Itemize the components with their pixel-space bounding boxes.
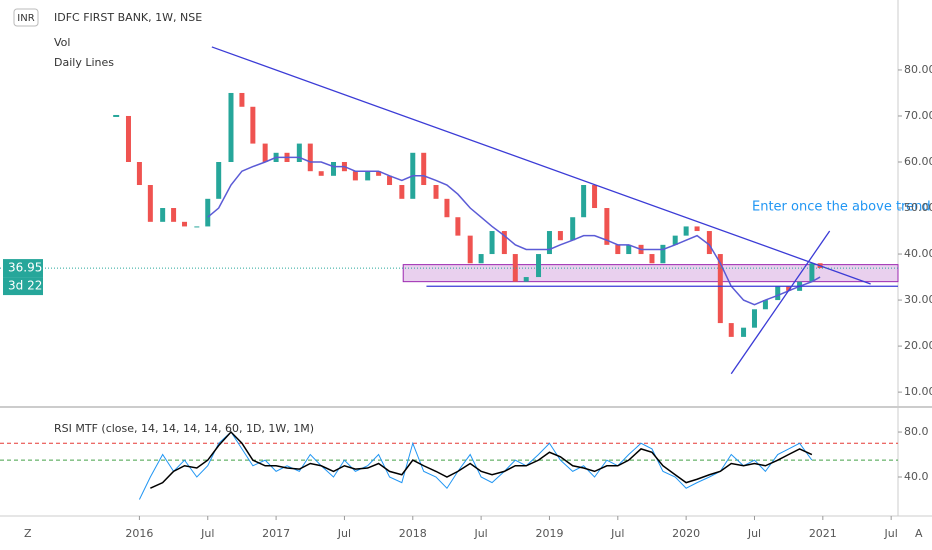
candle xyxy=(433,185,439,199)
indicator-label: Daily Lines xyxy=(54,56,114,69)
candle xyxy=(536,254,542,278)
candle xyxy=(194,226,200,228)
y-tick-label: 40.00 xyxy=(904,247,932,260)
candle xyxy=(615,244,621,255)
x-tick-label: Jul xyxy=(747,527,761,540)
candle xyxy=(296,143,302,162)
x-tick-label: 2017 xyxy=(262,527,290,540)
candle xyxy=(786,286,792,291)
x-tick-label: Jul xyxy=(337,527,351,540)
candle xyxy=(216,162,222,199)
candle xyxy=(706,231,712,255)
candle xyxy=(570,217,576,241)
rsi-line xyxy=(150,430,813,489)
countdown-box xyxy=(3,277,43,296)
candle xyxy=(444,198,450,218)
candle xyxy=(376,171,382,176)
y-tick-label: 80.00 xyxy=(904,63,932,76)
candle xyxy=(171,208,177,222)
annotation: Enter once the above trend li xyxy=(752,200,932,215)
candle xyxy=(352,171,358,181)
candle xyxy=(592,185,598,209)
chart-title: IDFC FIRST BANK, 1W, NSE xyxy=(54,11,202,24)
countdown: 3d 22h xyxy=(8,279,50,293)
candle xyxy=(228,92,234,162)
candle xyxy=(489,231,495,255)
candle xyxy=(775,286,781,301)
candle xyxy=(649,254,655,264)
candle xyxy=(717,254,723,324)
x-tick-label: 2021 xyxy=(809,527,837,540)
candle xyxy=(160,208,166,222)
candle xyxy=(421,152,427,186)
x-tick-label: Jul xyxy=(610,527,624,540)
candle xyxy=(523,277,529,282)
candle xyxy=(626,244,632,255)
candle xyxy=(672,235,678,245)
x-tick-label: Jul xyxy=(200,527,214,540)
y-tick-label: 80.0 xyxy=(904,425,929,438)
candle xyxy=(604,208,610,245)
y-tick-label: 20.00 xyxy=(904,339,932,352)
x-tick-label: 2018 xyxy=(399,527,427,540)
currency: INR xyxy=(17,13,34,24)
x-tick-label: 2020 xyxy=(672,527,700,540)
currency-box[interactable] xyxy=(13,8,39,27)
candle xyxy=(147,185,153,222)
candle xyxy=(365,171,371,181)
candle xyxy=(512,254,518,282)
candle xyxy=(501,231,507,255)
candle xyxy=(467,235,473,264)
candle xyxy=(262,143,268,162)
x-tick-label: 2016 xyxy=(125,527,153,540)
candle xyxy=(546,231,552,255)
candle xyxy=(683,226,689,236)
candle xyxy=(239,92,245,107)
x-tick-label: Jul xyxy=(884,527,898,540)
candle xyxy=(660,244,666,264)
candle xyxy=(455,217,461,236)
candle xyxy=(741,327,747,337)
indicator-label: Vol xyxy=(54,36,70,49)
candle xyxy=(125,115,131,162)
y-tick-label: 30.00 xyxy=(904,293,932,306)
y-tick-label: 10.00 xyxy=(904,385,932,398)
candle xyxy=(809,263,815,282)
y-tick-label: 50.00 xyxy=(904,201,932,214)
candle xyxy=(581,185,587,218)
x-tick-label: Jul xyxy=(473,527,487,540)
rsi-line xyxy=(138,431,813,500)
candle xyxy=(307,143,313,172)
candle xyxy=(318,171,324,176)
x-tick-label: 2019 xyxy=(535,527,563,540)
candle xyxy=(136,162,142,186)
candle xyxy=(728,323,734,337)
candle xyxy=(182,221,188,227)
y-tick-label: 60.00 xyxy=(904,155,932,168)
zoom-button[interactable]: Z xyxy=(24,527,32,540)
last-price-box xyxy=(3,259,43,278)
candle xyxy=(250,106,256,144)
trend-line xyxy=(211,46,871,285)
candle xyxy=(387,175,393,186)
candle xyxy=(762,300,768,310)
candle xyxy=(205,198,211,227)
trend-line xyxy=(730,230,831,375)
last-price: 36.95 xyxy=(8,261,42,275)
candle xyxy=(399,185,405,199)
y-tick-label: 40.0 xyxy=(904,470,929,483)
candle xyxy=(557,231,563,241)
candle xyxy=(478,254,484,264)
moving-average xyxy=(207,156,821,306)
rsi-title: RSI MTF (close, 14, 14, 14, 14, 60, 1D, … xyxy=(54,422,314,435)
auto-button[interactable]: A xyxy=(915,527,923,540)
candle xyxy=(694,226,700,232)
candle xyxy=(751,309,757,328)
y-tick-label: 70.00 xyxy=(904,109,932,122)
candle xyxy=(331,162,337,176)
